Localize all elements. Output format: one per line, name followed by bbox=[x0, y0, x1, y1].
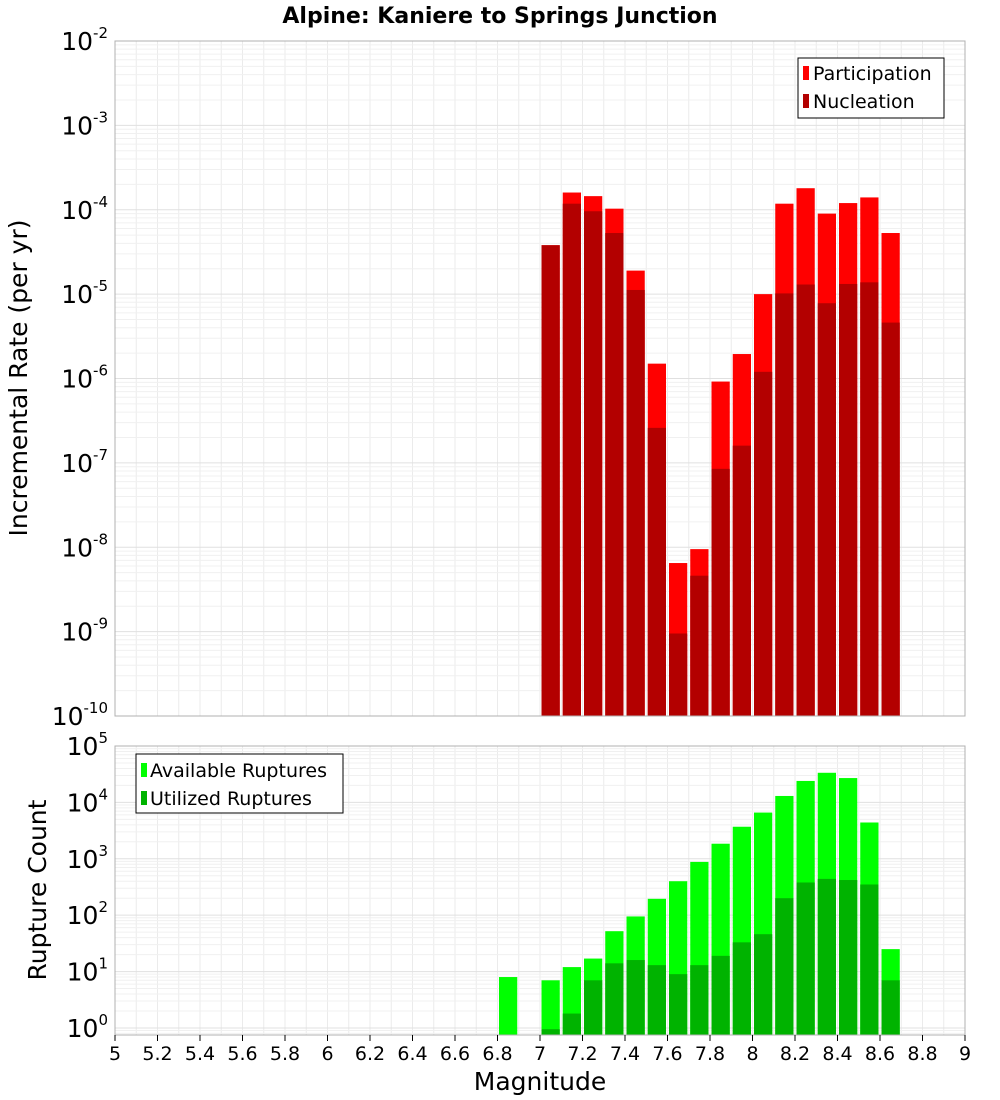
count-bars bbox=[499, 772, 900, 1035]
legend-label-utilized: Utilized Ruptures bbox=[150, 788, 312, 810]
count-bar-utilized-ruptures bbox=[711, 955, 730, 1035]
count-bar-utilized-ruptures bbox=[647, 965, 666, 1035]
x-tick-label: 6.2 bbox=[355, 1043, 385, 1065]
x-ticks: 5 5.2 5.4 5.6 5.8 6 6.2 6.4 6.6 6.8 7 7.2 7.4 7.6 7.8 8… bbox=[109, 1035, 971, 1065]
count-bar-utilized-ruptures bbox=[605, 963, 624, 1035]
count-y-tick-label: 101 bbox=[67, 955, 108, 987]
rate-bar-nucleation bbox=[754, 371, 773, 716]
count-bar-utilized-ruptures bbox=[690, 965, 709, 1035]
count-bar-utilized-ruptures bbox=[626, 960, 645, 1035]
x-tick-label: 5.2 bbox=[142, 1043, 172, 1065]
count-y-tick-label: 103 bbox=[67, 842, 108, 874]
count-bar-utilized-ruptures bbox=[775, 898, 794, 1035]
x-tick-label: 5.4 bbox=[185, 1043, 215, 1065]
legend-label-participation: Participation bbox=[813, 63, 932, 85]
rate-bar-nucleation bbox=[775, 293, 794, 716]
x-tick-label: 7.6 bbox=[652, 1043, 682, 1065]
rate-bar-nucleation bbox=[796, 284, 815, 716]
count-legend: Available Ruptures Utilized Ruptures bbox=[135, 753, 344, 814]
count-bar-available-ruptures bbox=[541, 980, 560, 1035]
count-bar-utilized-ruptures bbox=[860, 884, 879, 1035]
count-y-axis-title: Rupture Count bbox=[23, 799, 52, 980]
x-tick-label: 9 bbox=[959, 1043, 971, 1065]
rate-bar-nucleation bbox=[647, 427, 666, 716]
legend-swatch-utilized bbox=[141, 791, 147, 805]
count-legend-box bbox=[135, 753, 344, 814]
count-panel: 100 101 102 103 104 105 5 5.2 5.4 5.6 5.8 6 6.2 6.4 6… bbox=[23, 729, 971, 1096]
rate-y-tick-label: 10-8 bbox=[61, 530, 108, 562]
rate-bar-nucleation bbox=[562, 203, 581, 717]
x-tick-label: 6.4 bbox=[397, 1043, 427, 1065]
count-y-ticks: 100 101 102 103 104 105 bbox=[67, 729, 108, 1043]
rate-y-tick-label: 10-5 bbox=[61, 277, 108, 309]
legend-label-nucleation: Nucleation bbox=[813, 91, 915, 113]
count-bar-utilized-ruptures bbox=[881, 980, 900, 1035]
x-axis-title: Magnitude bbox=[474, 1067, 606, 1096]
rate-y-tick-label: 10-10 bbox=[52, 699, 108, 731]
rate-bar-nucleation bbox=[860, 282, 879, 716]
x-tick-label: 7 bbox=[534, 1043, 546, 1065]
x-tick-label: 5.8 bbox=[270, 1043, 300, 1065]
count-bar-utilized-ruptures bbox=[839, 880, 858, 1035]
rate-gridlines bbox=[114, 40, 966, 717]
count-bar-utilized-ruptures bbox=[669, 974, 688, 1035]
x-tick-label: 7.2 bbox=[567, 1043, 597, 1065]
count-bar-utilized-ruptures bbox=[541, 1029, 560, 1035]
rate-y-ticks: 10-10 10-9 10-8 10-7 10-6 10-5 10-4 10-3 10-2 bbox=[52, 24, 108, 731]
rate-y-tick-label: 10-4 bbox=[61, 193, 108, 225]
rate-bar-nucleation bbox=[541, 245, 560, 717]
legend-swatch-participation bbox=[803, 66, 809, 80]
x-tick-label: 8.4 bbox=[822, 1043, 852, 1065]
rate-bar-nucleation bbox=[584, 211, 603, 717]
chart-title: Alpine: Kaniere to Springs Junction bbox=[282, 4, 717, 29]
x-tick-label: 8 bbox=[746, 1043, 758, 1065]
count-y-tick-label: 100 bbox=[67, 1011, 108, 1043]
rate-bar-nucleation bbox=[690, 575, 709, 716]
rate-bar-nucleation bbox=[605, 233, 624, 716]
count-bar-utilized-ruptures bbox=[584, 980, 603, 1035]
x-tick-label: 7.4 bbox=[610, 1043, 640, 1065]
rate-bars bbox=[541, 188, 900, 717]
rate-y-tick-label: 10-7 bbox=[61, 446, 108, 478]
rate-y-tick-label: 10-3 bbox=[61, 108, 108, 140]
rate-bar-nucleation bbox=[669, 633, 688, 716]
rate-y-tick-label: 10-6 bbox=[61, 362, 108, 394]
x-tick-label: 8.6 bbox=[865, 1043, 895, 1065]
legend-swatch-nucleation bbox=[803, 94, 809, 108]
rate-bar-nucleation bbox=[817, 303, 836, 716]
rate-legend: Participation Nucleation bbox=[797, 57, 945, 119]
rate-bar-nucleation bbox=[839, 283, 858, 716]
rate-bar-nucleation bbox=[732, 445, 751, 716]
count-bar-utilized-ruptures bbox=[754, 934, 773, 1035]
legend-swatch-available bbox=[141, 763, 147, 777]
x-tick-label: 6.8 bbox=[482, 1043, 512, 1065]
legend-label-available: Available Ruptures bbox=[150, 760, 327, 782]
rate-panel: 10-10 10-9 10-8 10-7 10-6 10-5 10-4 10-3 10-2 In… bbox=[4, 24, 966, 731]
count-bar-utilized-ruptures bbox=[796, 882, 815, 1035]
rate-plot-frame bbox=[114, 40, 966, 717]
count-y-tick-label: 102 bbox=[67, 898, 108, 930]
rate-bar-nucleation bbox=[626, 289, 645, 716]
count-bar-utilized-ruptures bbox=[732, 942, 751, 1035]
x-tick-label: 5 bbox=[109, 1043, 121, 1065]
rate-y-axis-title: Incremental Rate (per yr) bbox=[4, 220, 33, 537]
rate-legend-box bbox=[797, 57, 945, 119]
x-tick-label: 5.6 bbox=[227, 1043, 257, 1065]
rate-y-tick-label: 10-9 bbox=[61, 615, 108, 647]
rate-bar-nucleation bbox=[711, 468, 730, 716]
x-tick-label: 8.8 bbox=[907, 1043, 937, 1065]
count-y-tick-label: 104 bbox=[67, 785, 108, 817]
count-bar-available-ruptures bbox=[499, 977, 518, 1035]
count-y-tick-label: 105 bbox=[67, 729, 108, 761]
x-tick-label: 6.6 bbox=[440, 1043, 470, 1065]
count-bar-utilized-ruptures bbox=[817, 878, 836, 1035]
count-bar-utilized-ruptures bbox=[562, 1013, 581, 1035]
x-tick-label: 6 bbox=[321, 1043, 333, 1065]
x-tick-label: 8.2 bbox=[780, 1043, 810, 1065]
x-tick-label: 7.8 bbox=[695, 1043, 725, 1065]
rate-y-tick-label: 10-2 bbox=[61, 24, 108, 56]
rate-bar-nucleation bbox=[881, 322, 900, 716]
